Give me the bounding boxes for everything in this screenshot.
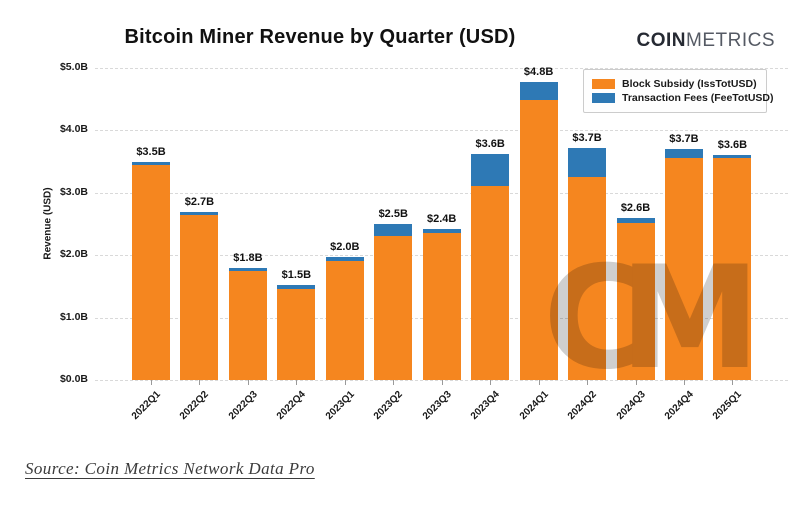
bar-subsidy-2022Q1: [132, 165, 170, 380]
bar-total-label-2022Q4: $1.5B: [281, 269, 312, 282]
bar-total-label-2025Q1: $3.6B: [717, 138, 748, 151]
bar-fees-2022Q1: [132, 161, 170, 166]
bar-fees-2025Q1: [713, 154, 752, 159]
gridline-$3.0B: [95, 192, 788, 194]
bar-fees-2022Q2: [180, 211, 219, 216]
legend-swatch-icon: [592, 79, 615, 89]
bar-total-label-2023Q1: $2.0B: [330, 241, 360, 254]
bar-fees-2023Q1: [325, 257, 364, 261]
bar-fees-2023Q3: [422, 228, 461, 234]
x-tick-mark-2025Q1: [732, 380, 734, 385]
x-tick-mark-2022Q4: [296, 380, 298, 385]
bar-subsidy-2022Q2: [180, 215, 219, 380]
legend-swatch-icon: [592, 93, 615, 103]
bar-subsidy-2025Q1: [713, 158, 752, 380]
bar-total-label-2022Q3: $1.8B: [233, 251, 263, 264]
bar-fees-2024Q1: [519, 81, 558, 101]
bar-subsidy-2024Q1: [519, 100, 558, 380]
chart-legend: Block Subsidy (IssTotUSD) Transaction Fee…: [583, 69, 774, 113]
bar-subsidy-2023Q2: [374, 235, 413, 380]
legend-item-label: Transaction Fees (FeeTotUSD): [622, 92, 774, 104]
x-tick-mark-2023Q2: [393, 380, 395, 385]
bar-total-label-2022Q2: $2.7B: [184, 195, 215, 208]
y-tick-label: $0.0B: [59, 373, 88, 385]
bar-fees-2024Q4: [664, 149, 703, 159]
y-tick-label: $2.0B: [59, 248, 88, 261]
bar-total-label-2024Q2: $3.7B: [572, 131, 602, 144]
bar-subsidy-2022Q4: [277, 288, 316, 380]
bar-fees-2023Q2: [374, 224, 413, 236]
gridline-$5.0B: [95, 68, 788, 69]
bar-total-label-2024Q1: $4.8B: [523, 65, 554, 78]
bar-fees-2024Q2: [568, 147, 607, 177]
bar-total-label-2022Q1: $3.5B: [136, 145, 166, 158]
x-tick-mark-2023Q4: [490, 380, 492, 385]
x-tick-mark-2024Q3: [635, 380, 637, 385]
coinmetrics-logo: COINMETRICS: [637, 30, 776, 52]
legend-item-block-subsidy: Block Subsidy (IssTotUSD): [592, 78, 758, 90]
legend-item-transaction-fees: Transaction Fees (FeeTotUSD): [592, 92, 774, 104]
x-tick-label-2025Q1: 2025Q1: [711, 389, 745, 422]
bar-total-label-2024Q3: $2.6B: [620, 202, 651, 215]
bar-total-label-2023Q2: $2.5B: [378, 208, 408, 220]
x-tick-mark-2024Q1: [538, 380, 540, 385]
bar-fees-2022Q3: [228, 267, 267, 272]
y-tick-label: $5.0B: [59, 61, 88, 73]
bar-total-label-2023Q3: $2.4B: [427, 212, 457, 225]
x-tick-mark-2024Q4: [683, 380, 685, 385]
x-tick-mark-2023Q1: [344, 380, 346, 385]
bar-total-label-2023Q4: $3.6B: [475, 138, 505, 151]
source-link[interactable]: Source: Coin Metrics Network Data Pro: [25, 459, 315, 478]
x-tick-mark-2023Q3: [441, 380, 443, 385]
bar-subsidy-2024Q4: [664, 158, 703, 380]
bar-subsidy-2023Q1: [325, 260, 364, 380]
bar-fees-2023Q4: [471, 154, 510, 186]
x-tick-mark-2022Q1: [151, 380, 152, 385]
chart-title: Bitcoin Miner Revenue by Quarter (USD): [124, 26, 516, 48]
y-tick-label: $3.0B: [59, 185, 88, 198]
y-axis-title: Revenue (USD): [42, 187, 54, 260]
bar-fees-2022Q4: [277, 285, 316, 289]
legend-item-label: Block Subsidy (IssTotUSD): [622, 78, 757, 90]
bar-total-label-2024Q4: $3.7B: [669, 133, 699, 146]
bar-subsidy-2024Q3: [616, 222, 655, 380]
bar-subsidy-2023Q3: [422, 233, 461, 380]
x-tick-mark-2022Q3: [247, 380, 249, 385]
gridline-$4.0B: [95, 130, 788, 132]
bar-subsidy-2023Q4: [471, 185, 510, 380]
x-tick-mark-2022Q2: [199, 380, 201, 385]
bar-subsidy-2022Q3: [228, 271, 267, 380]
logo-text-metrics: METRICS: [686, 30, 775, 51]
y-tick-label: $4.0B: [59, 123, 88, 136]
y-tick-label: $1.0B: [59, 310, 88, 323]
x-tick-mark-2024Q2: [587, 380, 589, 385]
gridline-$0.0B: [95, 380, 788, 381]
bar-subsidy-2024Q2: [568, 176, 607, 380]
logo-text-coin: COIN: [636, 30, 686, 51]
bar-fees-2024Q3: [616, 218, 655, 223]
